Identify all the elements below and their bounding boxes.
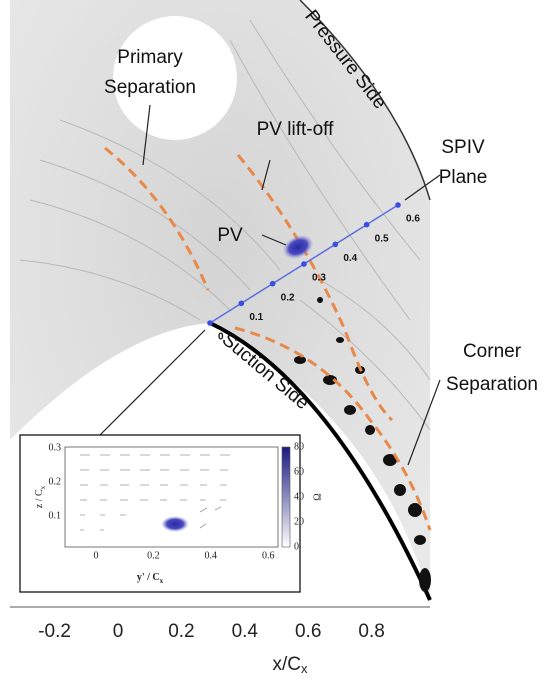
- x-tick-label: 0: [113, 621, 124, 642]
- x-tick-label: 0.6: [295, 621, 321, 642]
- colorbar-tick: 60: [294, 466, 304, 477]
- label: PV lift-off: [257, 119, 334, 140]
- inset-y-tick: 0.3: [49, 442, 62, 453]
- spiv-label: 0.2: [281, 292, 295, 303]
- label: PV: [217, 225, 243, 246]
- label: Corner: [463, 341, 522, 362]
- x-label-sub: x: [301, 661, 308, 676]
- spiv-label: 0.5: [375, 233, 389, 244]
- spiv-dot: [395, 202, 401, 208]
- inset-y-tick: 0.1: [49, 510, 62, 521]
- spiv-dot: [333, 242, 339, 248]
- spiv-dot: [239, 301, 245, 307]
- x-tick-label: 0.8: [358, 621, 384, 642]
- spiv-dot: [301, 261, 307, 267]
- figure: 0 0.1 0.2 0.3 0.4 0.5 0.6 -0.2 0 0.2 0.4 0.6 0.8 x/…: [0, 0, 551, 681]
- colorbar-tick: 0: [294, 541, 299, 552]
- label: Plane: [439, 167, 488, 188]
- spiv-dot: [270, 281, 276, 287]
- spiv-label: 0.6: [406, 214, 420, 225]
- inset-x-label: y' / Cx: [137, 572, 164, 584]
- spiv-label: 0.1: [249, 312, 263, 323]
- x-tick-label: 0.2: [168, 621, 194, 642]
- y-label-sub: x: [39, 485, 47, 489]
- y-label-main: z / C: [34, 489, 45, 508]
- inset-y-tick: 0.2: [49, 476, 62, 487]
- x-axis: -0.2 0 0.2 0.4 0.6 0.8: [38, 621, 385, 642]
- inset-x-tick: 0.2: [147, 550, 160, 561]
- spiv-label: 0.4: [343, 253, 357, 264]
- x-axis-label: x/Cx: [273, 654, 309, 676]
- x-tick-label: -0.2: [38, 621, 71, 642]
- x-tick-label: 0.4: [232, 621, 259, 642]
- colorbar-label: Ω: [312, 493, 323, 500]
- spiv-label: 0.3: [312, 273, 326, 284]
- label: SPIV: [441, 137, 485, 158]
- label: Separation: [446, 374, 538, 395]
- x-label-main: y' / C: [137, 572, 160, 583]
- label: Primary: [117, 47, 183, 68]
- spiv-dot: [364, 222, 370, 228]
- x-label-sub: x: [160, 577, 164, 585]
- inset-x-tick: 0: [94, 550, 99, 561]
- colorbar-tick: 40: [294, 491, 304, 502]
- colorbar-tick: 20: [294, 516, 304, 527]
- colorbar-tick: 80: [294, 441, 304, 452]
- label: Separation: [104, 77, 196, 98]
- spiv-dot: [207, 320, 213, 326]
- inset-x-tick: 0.6: [262, 550, 275, 561]
- inset-x-tick: 0.4: [205, 550, 218, 561]
- x-label-main: x/C: [273, 654, 302, 675]
